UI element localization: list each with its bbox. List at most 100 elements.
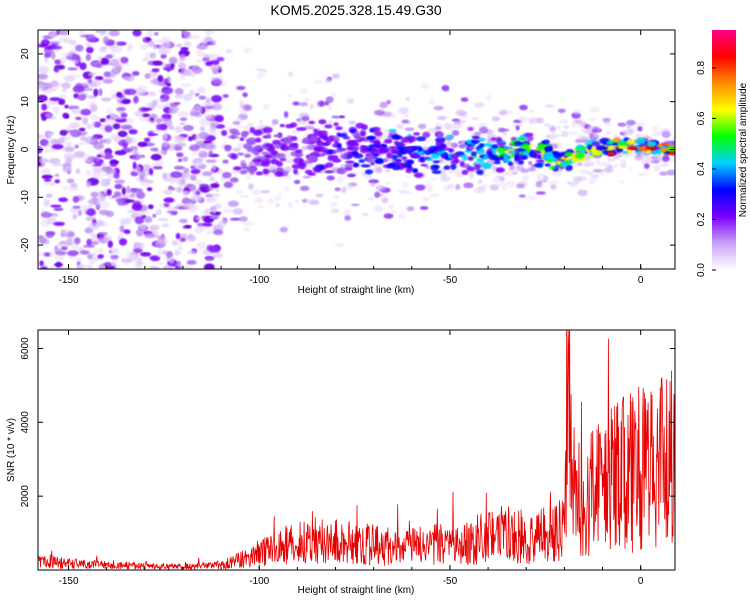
noise-blob	[160, 53, 167, 59]
noise-blob	[414, 184, 426, 191]
noise-blob	[156, 150, 167, 155]
noise-blob	[211, 95, 222, 103]
noise-blob	[208, 132, 217, 136]
noise-blob	[334, 187, 342, 192]
noise-blob	[77, 209, 83, 217]
noise-blob	[161, 36, 171, 45]
noise-blob	[97, 149, 103, 155]
track-blob	[412, 145, 422, 151]
noise-blob	[189, 35, 200, 40]
track-blob	[413, 132, 420, 136]
noise-blob	[135, 228, 144, 237]
track-blob	[519, 137, 525, 142]
noise-blob	[48, 32, 54, 38]
noise-blob	[331, 91, 336, 97]
track-blob	[304, 138, 311, 144]
noise-blob	[256, 71, 265, 79]
track-blob	[392, 165, 401, 171]
noise-blob	[168, 56, 178, 65]
track-blob	[383, 139, 393, 144]
noise-blob	[480, 173, 490, 178]
track-blob	[270, 158, 279, 165]
track-blob	[222, 159, 229, 164]
noise-blob	[346, 98, 355, 104]
track-blob	[437, 132, 444, 139]
track-blob	[617, 145, 628, 150]
noise-blob	[40, 168, 52, 175]
noise-blob	[191, 150, 197, 156]
noise-blob	[38, 66, 49, 74]
noise-blob	[485, 94, 492, 101]
spectrogram-y-label: Frequency (Hz)	[6, 116, 17, 185]
noise-blob	[332, 73, 340, 79]
noise-blob	[232, 148, 241, 152]
track-blob	[308, 120, 316, 125]
track-blob	[491, 148, 497, 155]
noise-blob	[367, 196, 375, 201]
noise-blob	[212, 206, 217, 215]
track-blob	[571, 157, 578, 163]
noise-blob	[445, 142, 457, 148]
track-blob	[313, 130, 323, 137]
noise-blob	[131, 203, 143, 211]
noise-blob	[58, 197, 68, 203]
noise-blob	[209, 64, 222, 71]
track-blob	[303, 160, 313, 164]
track-blob	[660, 147, 668, 151]
track-blob	[433, 165, 440, 169]
noise-blob	[259, 119, 264, 126]
noise-blob	[275, 202, 280, 208]
noise-blob	[502, 130, 508, 137]
noise-blob	[240, 103, 246, 109]
noise-blob	[420, 83, 430, 89]
noise-blob	[152, 45, 157, 51]
noise-blob	[161, 86, 174, 95]
noise-blob	[180, 75, 186, 80]
noise-blob	[209, 121, 219, 127]
noise-blob	[104, 138, 112, 145]
track-blob	[255, 171, 264, 176]
snr-panel: -150 -100 -50 0 2000 4000 6000 Height of stra…	[6, 329, 676, 596]
track-blob	[237, 152, 245, 156]
noise-blob	[190, 168, 201, 175]
track-blob	[458, 144, 467, 149]
noise-blob	[331, 115, 341, 119]
noise-blob	[512, 122, 517, 128]
track-blob	[448, 152, 453, 159]
noise-blob	[402, 182, 410, 188]
track-blob	[495, 136, 503, 143]
noise-blob	[57, 266, 68, 269]
noise-blob	[126, 88, 137, 96]
track-blob	[587, 144, 593, 151]
noise-blob	[133, 111, 143, 117]
noise-blob	[86, 124, 93, 130]
noise-blob	[205, 60, 213, 67]
track-blob	[280, 145, 290, 151]
noise-blob	[75, 168, 81, 174]
noise-blob	[150, 78, 160, 85]
noise-blob	[39, 266, 48, 269]
noise-blob	[155, 98, 166, 102]
noise-blob	[49, 97, 61, 101]
track-blob	[476, 157, 485, 163]
noise-blob	[302, 175, 311, 179]
noise-blob	[209, 215, 220, 220]
colorbar-gradient	[712, 30, 736, 270]
track-blob	[636, 137, 647, 143]
noise-blob	[43, 149, 54, 153]
track-blob	[386, 152, 394, 159]
noise-blob	[176, 152, 184, 158]
track-blob	[324, 124, 333, 129]
track-blob	[335, 126, 343, 131]
noise-blob	[370, 182, 376, 187]
noise-blob	[198, 118, 211, 126]
noise-blob	[460, 174, 465, 178]
track-blob	[401, 156, 408, 161]
noise-blob	[619, 159, 627, 164]
noise-blob	[168, 125, 175, 130]
noise-blob	[205, 159, 217, 163]
track-blob	[332, 149, 343, 153]
noise-blob	[43, 178, 52, 182]
noise-blob	[141, 107, 153, 111]
noise-blob	[79, 62, 87, 70]
